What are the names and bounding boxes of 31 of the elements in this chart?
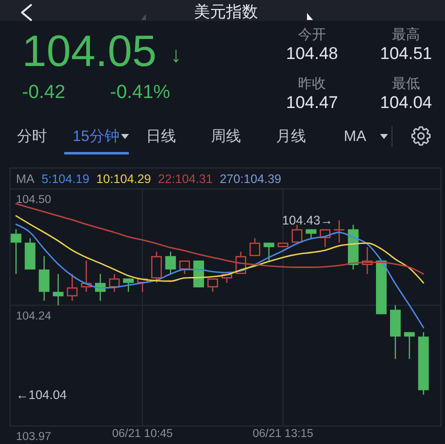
- text: 15分钟: [72, 128, 120, 145]
- text: 104.05: [22, 27, 157, 76]
- annotation: 104.43→: [282, 214, 333, 228]
- text: 104.47: [286, 93, 338, 112]
- text: 104.51: [380, 44, 432, 63]
- y-tick-label: 104.50: [16, 194, 52, 206]
- text: 104.48: [286, 44, 338, 63]
- text: 分时: [17, 128, 47, 145]
- text: 10:104.29: [96, 172, 152, 186]
- text: 最高: [392, 26, 420, 42]
- y-tick-label: 104.24: [16, 310, 52, 322]
- y-tick-label: 103.97: [16, 431, 52, 443]
- text: ↓: [170, 42, 182, 67]
- text: -0.41%: [110, 82, 170, 103]
- text: 昨收: [298, 75, 326, 91]
- text: 日线: [146, 128, 176, 145]
- text: MA: [344, 128, 366, 145]
- text: 最低: [392, 75, 420, 91]
- text: 5:104.19: [41, 172, 90, 186]
- legend-label: 270:104.39: [220, 172, 282, 186]
- text: 周线: [211, 128, 241, 145]
- x-tick-label: 06/21 10:45: [112, 428, 173, 440]
- text: 104.04: [380, 93, 432, 112]
- annotation: ←104.04: [16, 388, 67, 402]
- text: 今开: [298, 26, 326, 42]
- text: 月线: [276, 128, 306, 145]
- text: 22:104.31: [158, 172, 213, 186]
- chart-title: 美元指数: [194, 3, 258, 21]
- text: -0.42: [22, 82, 66, 103]
- legend-title: MA: [16, 172, 36, 186]
- x-tick-label: 06/21 13:15: [252, 428, 314, 440]
